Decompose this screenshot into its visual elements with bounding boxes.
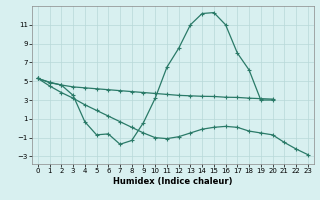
X-axis label: Humidex (Indice chaleur): Humidex (Indice chaleur) — [113, 177, 233, 186]
